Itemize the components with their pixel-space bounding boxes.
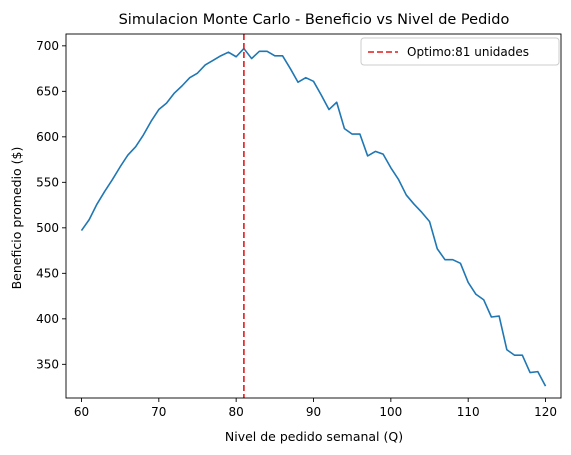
- legend-box: [360, 37, 560, 66]
- x-axis: 60 70 80 90 100 110 120: [74, 398, 557, 419]
- legend: Optimo:81 unidades: [360, 37, 560, 66]
- y-tick-label: 400: [36, 312, 59, 326]
- x-tick-label: 90: [306, 405, 321, 419]
- y-axis-label: Beneficio promedio ($): [9, 147, 24, 290]
- y-axis: 350 400 450 500 550 600 650 700: [36, 39, 66, 371]
- x-tick-label: 100: [379, 405, 402, 419]
- series-layer: [80, 47, 547, 387]
- legend-label-reference: Optimo:81 unidades: [407, 45, 529, 59]
- y-tick-label: 450: [36, 266, 59, 280]
- x-tick-label: 80: [229, 405, 244, 419]
- x-tick-label: 120: [534, 405, 557, 419]
- y-tick-label: 350: [36, 357, 59, 371]
- plot-frame: [65, 33, 562, 399]
- x-tick-label: 60: [74, 405, 89, 419]
- y-tick-label: 700: [36, 39, 59, 53]
- x-axis-label: Nivel de pedido semanal (Q): [225, 429, 403, 444]
- y-tick-label: 650: [36, 84, 59, 98]
- y-tick-label: 550: [36, 175, 59, 189]
- y-tick-label: 600: [36, 130, 59, 144]
- x-tick-label: 70: [151, 405, 166, 419]
- plot-area: 60 70 80 90 100 110 120 350 400 450 500 550 600 650 7…: [36, 33, 562, 419]
- x-tick-label: 110: [457, 405, 480, 419]
- chart-title: Simulacion Monte Carlo - Beneficio vs Ni…: [119, 12, 510, 28]
- series-line-beneficio: [80, 47, 547, 387]
- y-tick-label: 500: [36, 221, 59, 235]
